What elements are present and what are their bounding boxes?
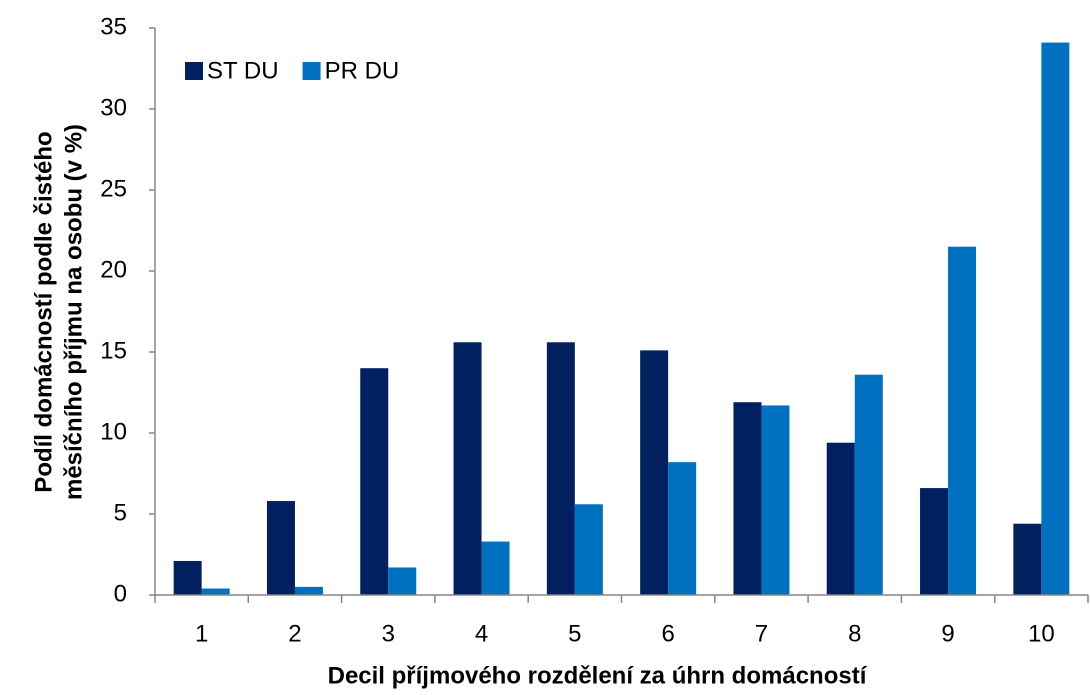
bar	[640, 350, 669, 595]
legend-swatch	[185, 62, 203, 80]
x-tick-label: 1	[195, 620, 208, 647]
y-tick-label: 35	[100, 13, 127, 40]
bar	[854, 374, 883, 595]
y-tick-label: 15	[100, 337, 127, 364]
bar	[173, 560, 202, 595]
bar	[761, 405, 790, 595]
x-tick-label: 2	[288, 620, 301, 647]
y-tick-label: 30	[100, 94, 127, 121]
legend: ST DU PR DU	[185, 57, 399, 84]
bar	[733, 402, 762, 595]
x-tick-label: 3	[382, 620, 395, 647]
bar	[668, 462, 697, 595]
bar	[546, 342, 575, 595]
x-tick-label: 4	[475, 620, 488, 647]
bar	[266, 501, 295, 595]
legend-swatch	[302, 62, 321, 80]
y-axis-title-line: Podíl domácností podle čistého	[30, 131, 57, 492]
bar	[574, 504, 603, 595]
bar	[294, 586, 323, 595]
bar	[453, 342, 482, 595]
bar	[826, 442, 855, 595]
x-tick-label: 10	[1028, 620, 1055, 647]
x-tick-label: 5	[568, 620, 581, 647]
x-tick-label: 9	[941, 620, 954, 647]
y-tick-label: 20	[100, 256, 127, 283]
y-axis-title: Podíl domácností podle čistého měsíčního…	[30, 124, 87, 500]
bar	[1041, 42, 1070, 595]
x-tick-label: 6	[661, 620, 674, 647]
y-tick-label: 0	[114, 580, 127, 607]
bar	[948, 246, 977, 595]
x-tick-label: 7	[755, 620, 768, 647]
y-tick-label: 25	[100, 175, 127, 202]
x-axis-title: Decil příjmového rozdělení za úhrn domác…	[328, 662, 868, 689]
bar	[920, 488, 949, 595]
bar	[388, 567, 417, 595]
legend-label: ST DU	[207, 57, 279, 84]
bar	[201, 588, 230, 595]
legend-label: PR DU	[325, 57, 400, 84]
bar	[481, 541, 510, 595]
bar	[1013, 523, 1042, 595]
y-tick-label: 10	[100, 418, 127, 445]
y-tick-label: 5	[114, 499, 127, 526]
y-axis-title-line: měsíčního příjmu na osobu (v %)	[60, 124, 87, 500]
bar	[360, 368, 389, 595]
x-tick-label: 8	[848, 620, 861, 647]
